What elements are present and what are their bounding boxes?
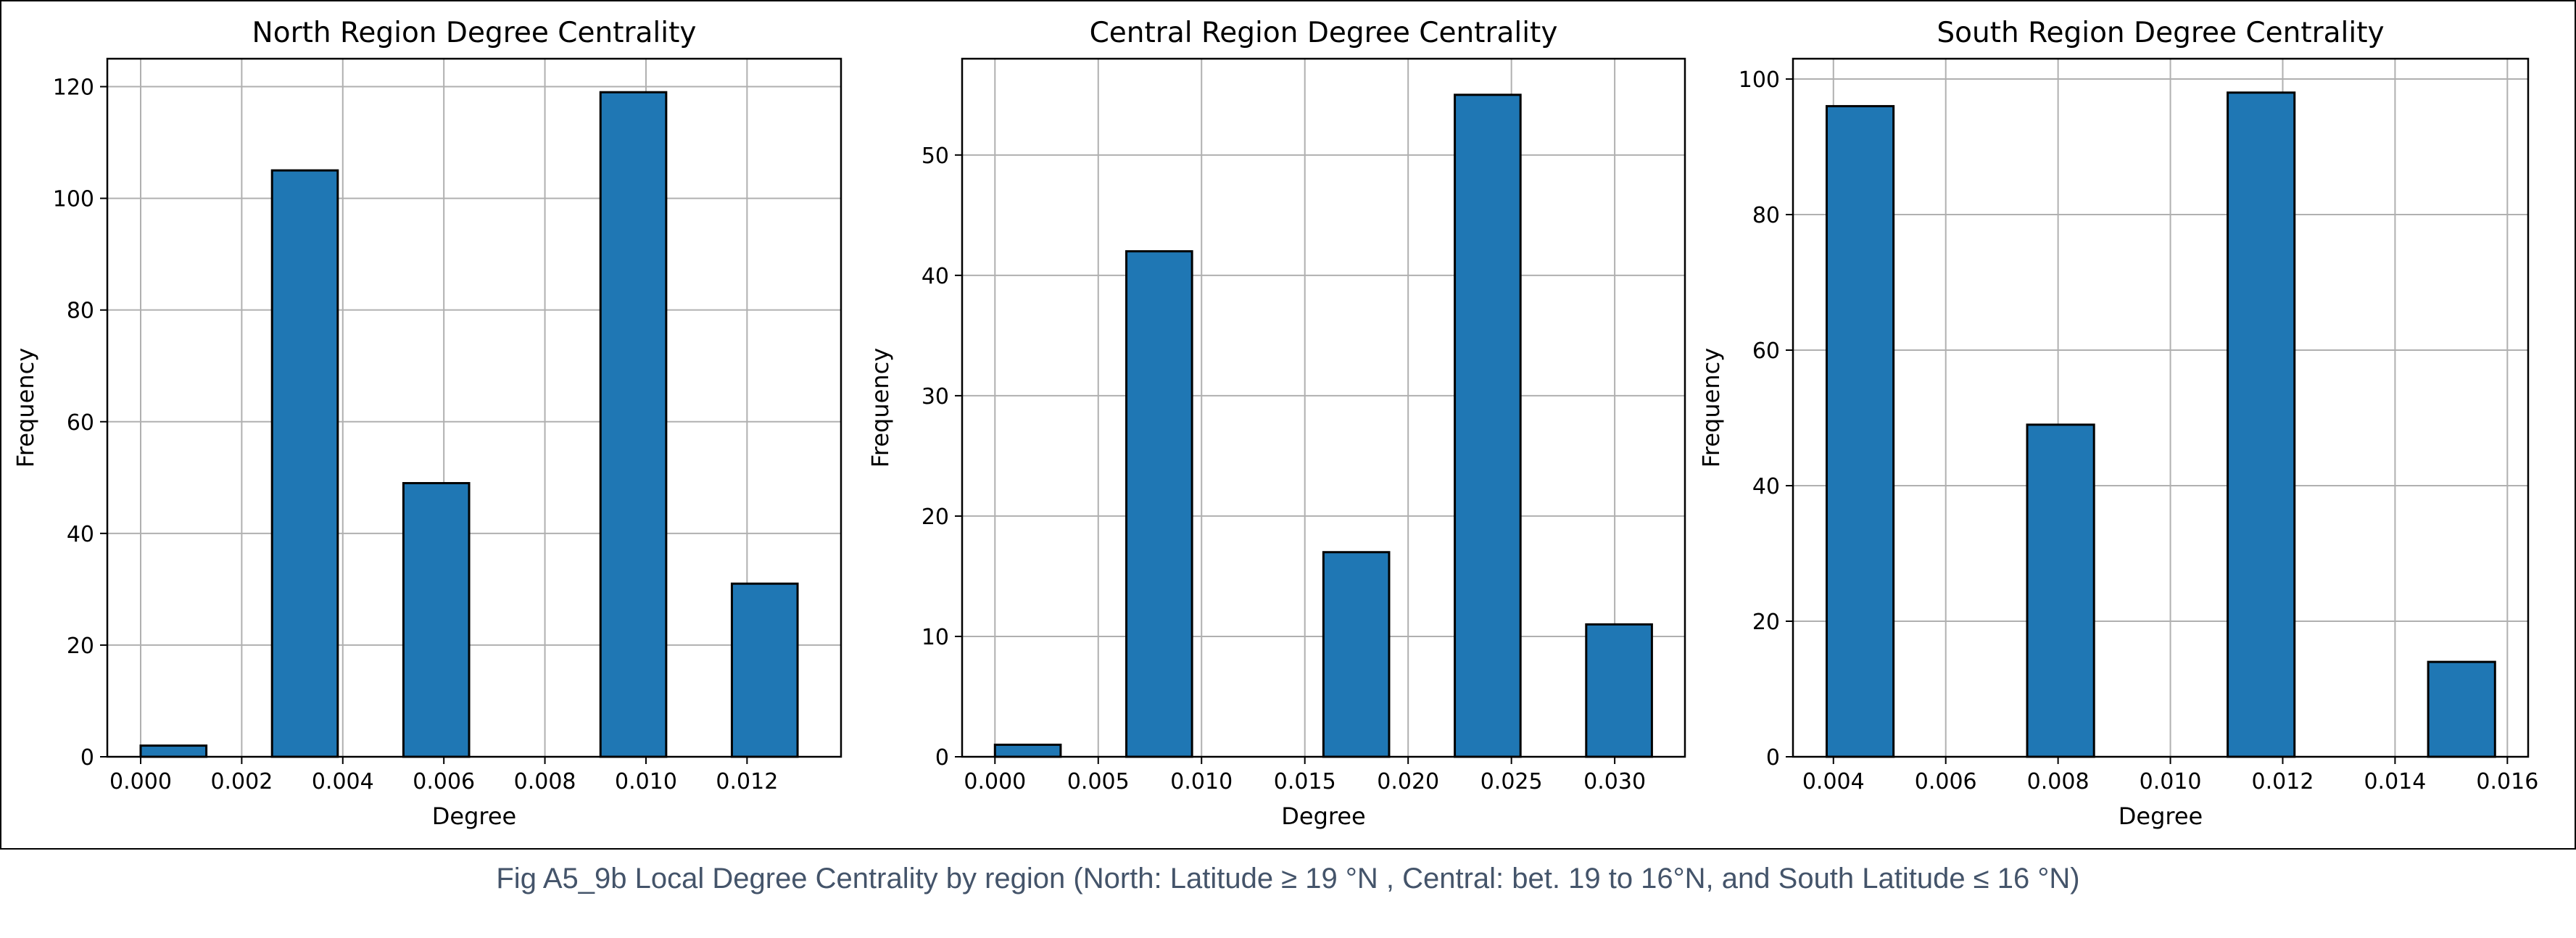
- chart-title: Central Region Degree Centrality: [1090, 17, 1558, 49]
- x-tick-label: 0.012: [716, 769, 778, 794]
- y-tick-label: 50: [922, 144, 949, 169]
- histogram-bar: [402, 482, 471, 758]
- y-tick-label: 100: [53, 187, 94, 212]
- south-region-chart: 0.004 0.006 0.008 0.010 0.012 0.014 0.016 0 20 40…: [1697, 17, 2538, 830]
- x-tick-label: 0.000: [109, 769, 172, 794]
- figure-frame: 0.000 0.002 0.004 0.006 0.008 0.010 0.012 0 20 40…: [0, 0, 2576, 850]
- y-tick-label: 40: [1752, 474, 1780, 499]
- axes-frame: [961, 57, 1686, 758]
- y-tick-label: 120: [53, 75, 94, 101]
- x-tick-label: 0.020: [1377, 769, 1439, 794]
- y-tick-label: 30: [922, 384, 949, 410]
- x-axis-label: Degree: [2119, 802, 2203, 830]
- y-tick-label: 0: [935, 745, 949, 771]
- y-tick-label: 80: [1752, 203, 1780, 228]
- x-tick-label: 0.016: [2476, 769, 2538, 794]
- histogram-bar: [599, 91, 668, 758]
- y-tick-label: 20: [1752, 610, 1780, 635]
- x-tick-label: 0.015: [1274, 769, 1336, 794]
- histogram-bar: [730, 582, 799, 758]
- figure-caption: Fig A5_9b Local Degree Centrality by reg…: [496, 863, 2080, 895]
- y-tick-label: 0: [1766, 745, 1780, 771]
- central-region-chart: 0.000 0.005 0.010 0.015 0.020 0.025 0.030 0 10 20…: [866, 17, 1686, 830]
- x-tick-label: 0.005: [1067, 769, 1130, 794]
- x-tick-label: 0.006: [1915, 769, 1977, 794]
- histogram-bar: [1125, 250, 1193, 758]
- x-tick-label: 0.010: [615, 769, 677, 794]
- x-tick-label: 0.004: [312, 769, 374, 794]
- x-tick-label: 0.002: [210, 769, 273, 794]
- histogram-bar: [2026, 423, 2095, 758]
- y-tick-label: 20: [67, 634, 94, 659]
- y-tick-label: 60: [1752, 339, 1780, 364]
- y-tick-label: 100: [1739, 67, 1780, 93]
- histogram-bar: [1825, 104, 1895, 758]
- y-axis-label: Frequency: [1697, 348, 1725, 468]
- x-tick-label: 0.008: [2027, 769, 2090, 794]
- y-tick-label: 80: [67, 299, 94, 324]
- histogram-bar: [2427, 660, 2496, 758]
- x-axis-label: Degree: [1281, 802, 1365, 830]
- y-axis-label: Frequency: [12, 348, 39, 468]
- x-tick-label: 0.010: [2140, 769, 2202, 794]
- x-tick-label: 0.030: [1583, 769, 1646, 794]
- y-tick-label: 40: [67, 522, 94, 547]
- x-tick-label: 0.000: [964, 769, 1026, 794]
- x-tick-label: 0.010: [1170, 769, 1233, 794]
- y-tick-label: 0: [80, 745, 94, 771]
- histogram-bar: [139, 744, 208, 758]
- chart-title: North Region Degree Centrality: [252, 17, 697, 49]
- y-axis-label: Frequency: [866, 348, 894, 468]
- histogram-bar: [1454, 94, 1522, 758]
- y-tick-label: 20: [922, 505, 949, 530]
- chart-title: South Region Degree Centrality: [1937, 17, 2384, 49]
- axes-frame: [106, 57, 842, 758]
- x-tick-label: 0.006: [413, 769, 475, 794]
- histogram-bar: [1585, 623, 1653, 758]
- x-axis-label: Degree: [432, 802, 516, 830]
- y-tick-label: 60: [67, 410, 94, 436]
- x-tick-label: 0.014: [2364, 769, 2426, 794]
- x-tick-label: 0.008: [514, 769, 576, 794]
- x-tick-label: 0.004: [1802, 769, 1865, 794]
- histogram-bar: [1322, 551, 1391, 758]
- y-tick-label: 40: [922, 264, 949, 289]
- north-region-chart: 0.000 0.002 0.004 0.006 0.008 0.010 0.012 0 20 40…: [12, 17, 842, 830]
- x-tick-label: 0.025: [1480, 769, 1543, 794]
- histogram-bar: [993, 743, 1062, 758]
- histogram-bar: [2227, 91, 2296, 758]
- axes-frame: [1792, 57, 2530, 758]
- x-tick-label: 0.012: [2252, 769, 2314, 794]
- histogram-bar: [270, 169, 339, 758]
- y-tick-label: 10: [922, 625, 949, 650]
